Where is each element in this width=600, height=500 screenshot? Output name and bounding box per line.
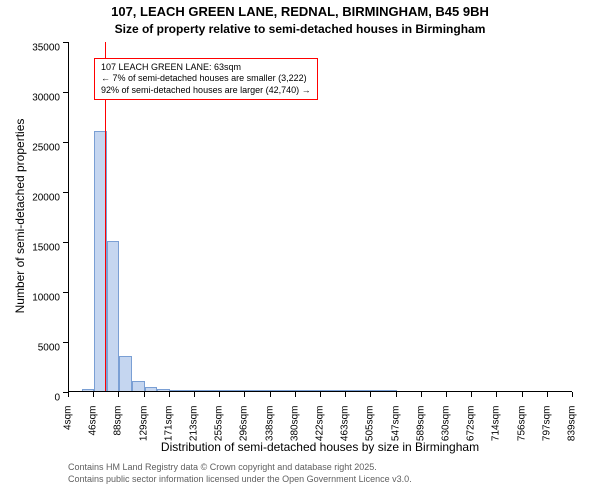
- histogram-bar: [384, 390, 397, 391]
- histogram-bar: [233, 390, 246, 391]
- y-tick-label: 5000: [38, 343, 60, 354]
- histogram-bar: [119, 356, 132, 391]
- footer-text: Contains HM Land Registry data © Crown c…: [68, 462, 412, 485]
- footer-line-2: Contains public sector information licen…: [68, 474, 412, 486]
- chart-subtitle: Size of property relative to semi-detach…: [0, 22, 600, 36]
- histogram-bar: [308, 390, 321, 391]
- x-axis-label: Distribution of semi-detached houses by …: [68, 440, 572, 454]
- histogram-bar: [371, 390, 384, 391]
- y-axis-label: Number of semi-detached properties: [13, 106, 27, 326]
- annotation-box: 107 LEACH GREEN LANE: 63sqm ← 7% of semi…: [94, 58, 318, 100]
- chart-title: 107, LEACH GREEN LANE, REDNAL, BIRMINGHA…: [0, 4, 600, 19]
- histogram-bar: [157, 389, 170, 391]
- y-tick-label: 20000: [32, 193, 60, 204]
- histogram-bar: [245, 390, 258, 391]
- histogram-bar: [195, 390, 208, 391]
- histogram-bar: [346, 390, 359, 391]
- y-tick-label: 35000: [32, 43, 60, 54]
- histogram-bar: [82, 389, 95, 391]
- y-tick-label: 10000: [32, 293, 60, 304]
- histogram-bar: [296, 390, 309, 391]
- y-tick-label: 0: [54, 393, 60, 404]
- histogram-bar: [359, 390, 372, 391]
- histogram-bar: [258, 390, 271, 391]
- histogram-bar: [208, 390, 221, 391]
- histogram-bar: [321, 390, 334, 391]
- histogram-bar: [145, 387, 158, 391]
- histogram-bar: [271, 390, 284, 391]
- annotation-line-1: 107 LEACH GREEN LANE: 63sqm: [101, 62, 311, 73]
- y-tick-label: 15000: [32, 243, 60, 254]
- histogram-bar: [107, 241, 120, 391]
- y-tick-label: 30000: [32, 93, 60, 104]
- histogram-bar: [334, 390, 347, 391]
- annotation-line-3: 92% of semi-detached houses are larger (…: [101, 85, 311, 96]
- y-tick-label: 25000: [32, 143, 60, 154]
- histogram-bar: [220, 390, 233, 391]
- annotation-line-2: ← 7% of semi-detached houses are smaller…: [101, 73, 311, 84]
- histogram-bar: [283, 390, 296, 391]
- footer-line-1: Contains HM Land Registry data © Crown c…: [68, 462, 412, 474]
- histogram-bar: [182, 390, 195, 391]
- histogram-bar: [170, 390, 183, 391]
- histogram-bar: [132, 381, 145, 391]
